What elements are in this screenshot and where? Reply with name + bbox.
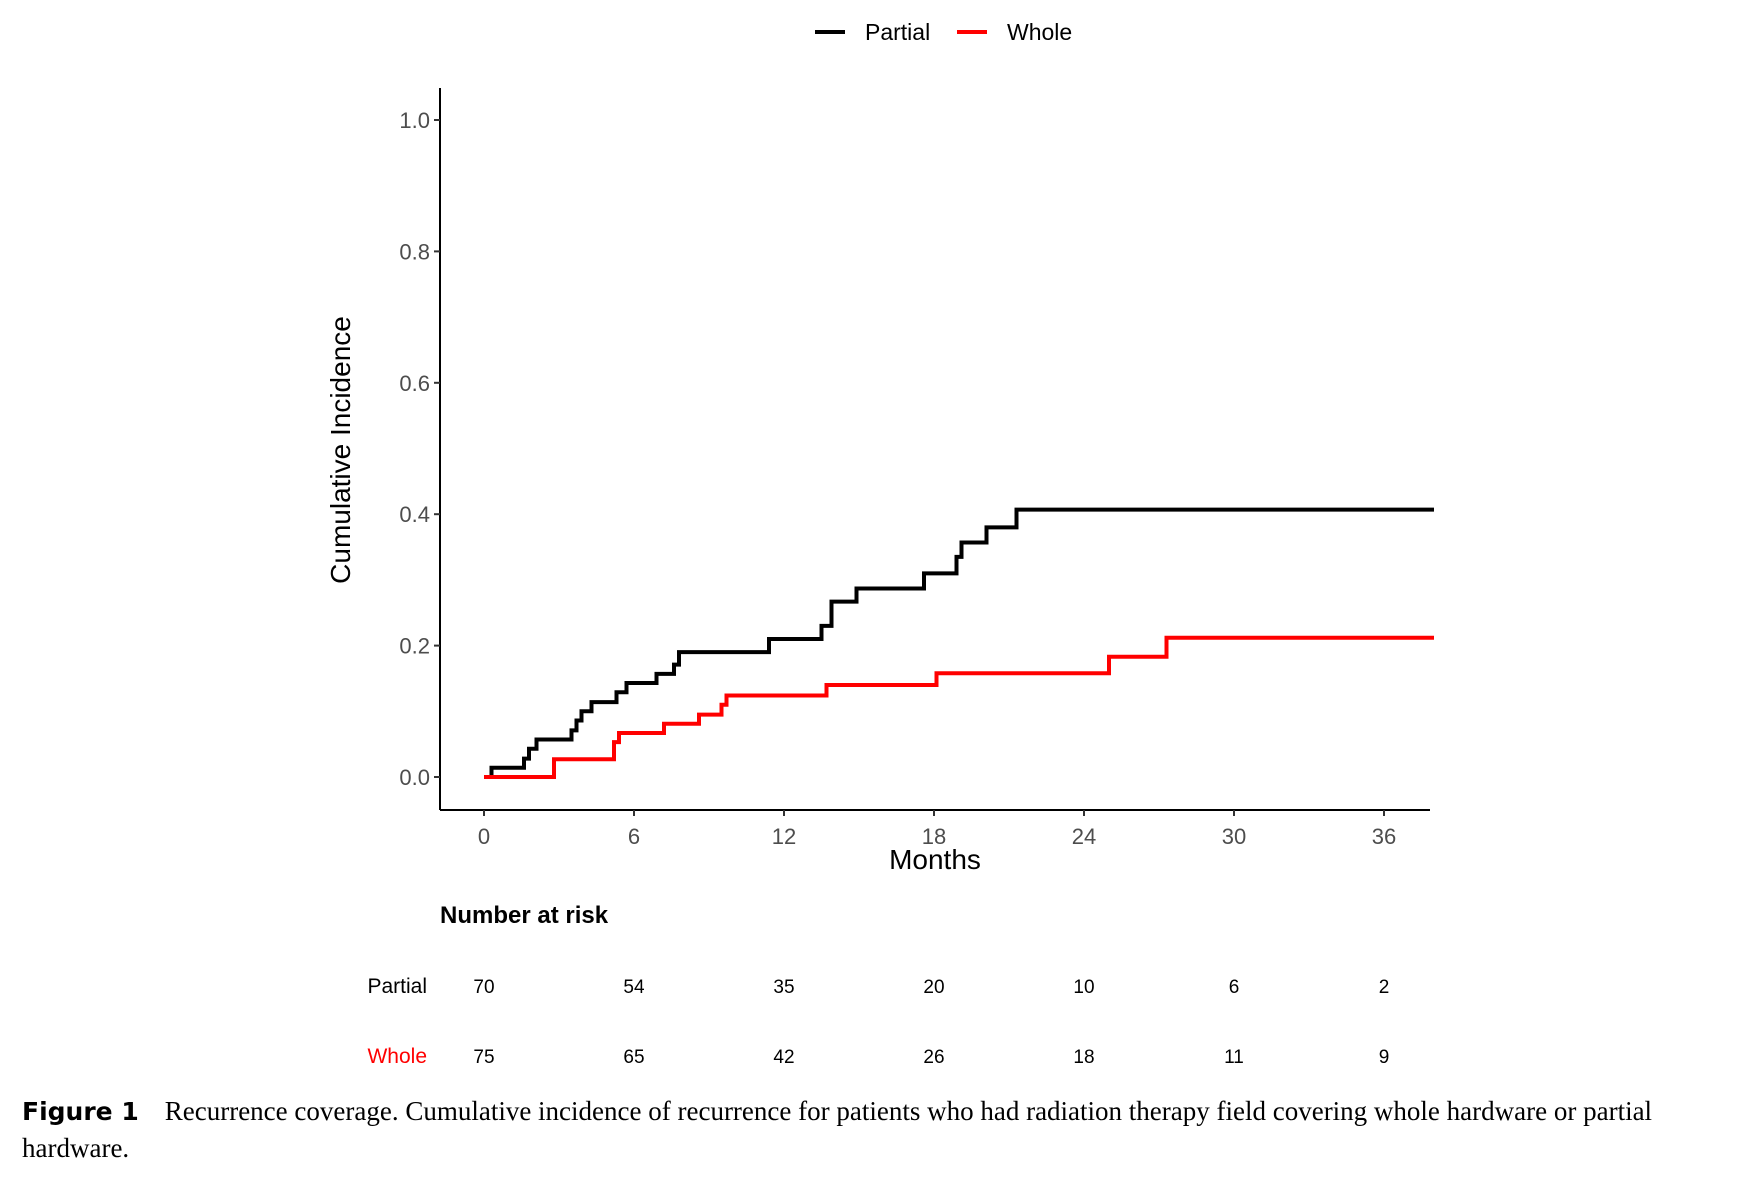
- x-tick-label: 36: [1372, 824, 1396, 849]
- risk-value-whole: 75: [473, 1047, 494, 1068]
- y-tick-label: 0.0: [399, 765, 430, 790]
- x-axis-title: Months: [889, 844, 981, 875]
- y-tick-label: 0.8: [399, 239, 430, 264]
- risk-value-partial: 10: [1073, 977, 1094, 998]
- y-tick-label: 0.4: [399, 502, 430, 527]
- risk-value-whole: 18: [1073, 1047, 1094, 1068]
- risk-value-whole: 11: [1224, 1047, 1244, 1068]
- figure-caption: Figure 1 Recurrence coverage. Cumulative …: [22, 1093, 1732, 1167]
- series-line-whole: [484, 635, 1434, 779]
- legend-label-whole: Whole: [1007, 19, 1072, 45]
- x-tick-label: 6: [628, 824, 640, 849]
- x-tick-label: 24: [1072, 824, 1096, 849]
- y-tick-label: 0.6: [399, 371, 430, 396]
- risk-value-partial: 6: [1229, 977, 1240, 998]
- risk-row-label-partial: Partial: [367, 975, 427, 998]
- x-tick-label: 30: [1222, 824, 1246, 849]
- risk-value-partial: 70: [473, 977, 494, 998]
- risk-row-label-whole: Whole: [367, 1045, 427, 1068]
- risk-value-partial: 20: [923, 977, 944, 998]
- figure-caption-text: Recurrence coverage. Cumulative incidenc…: [22, 1096, 1653, 1163]
- y-tick-label: 1.0: [399, 108, 430, 133]
- risk-value-whole: 9: [1379, 1047, 1390, 1068]
- risk-value-whole: 42: [773, 1047, 794, 1068]
- x-tick-label: 0: [478, 824, 490, 849]
- legend-label-partial: Partial: [865, 19, 930, 45]
- risk-value-partial: 35: [773, 977, 794, 998]
- y-tick-label: 0.2: [399, 634, 430, 659]
- risk-table-title: Number at risk: [440, 902, 609, 929]
- cumulative-incidence-chart: 0.0 0.2 0.4 0.6 0.8 1.0 0 6 12 18 24 30 36 Months Cumu…: [325, 19, 1434, 1068]
- y-axis-title: Cumulative Incidence: [325, 316, 356, 584]
- x-tick-label: 18: [922, 824, 946, 849]
- x-tick-label: 12: [772, 824, 796, 849]
- risk-value-whole: 65: [623, 1047, 644, 1068]
- risk-value-whole: 26: [923, 1047, 944, 1068]
- risk-value-partial: 54: [623, 977, 645, 998]
- series-line-partial: [484, 507, 1434, 779]
- figure-label: Figure 1: [22, 1097, 139, 1126]
- risk-value-partial: 2: [1379, 977, 1390, 998]
